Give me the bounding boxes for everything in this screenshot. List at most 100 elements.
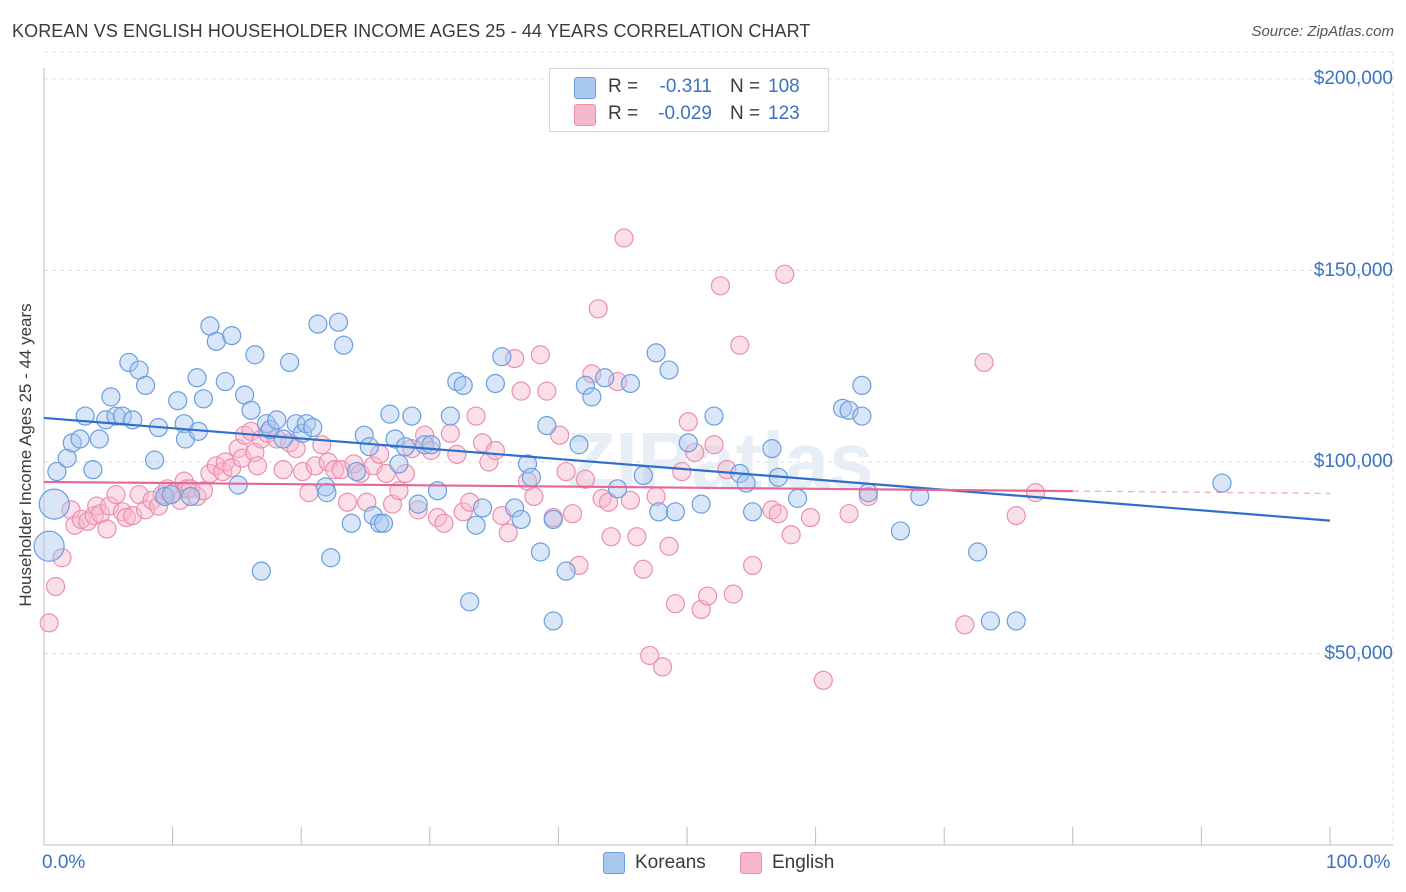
english-point (672, 461, 692, 482)
english-point (659, 536, 679, 556)
korean-point (83, 460, 103, 480)
korean-point (228, 475, 248, 495)
english-points (39, 228, 1046, 690)
english-point (498, 523, 518, 543)
korean-point (582, 387, 602, 407)
korean-point (607, 479, 628, 499)
korean-point (385, 429, 405, 449)
english-point (267, 429, 287, 449)
english-point (640, 645, 660, 666)
english-point (633, 559, 653, 579)
english-point (768, 504, 788, 524)
legend-swatch-english (740, 852, 762, 874)
english-point (395, 463, 415, 484)
korean-point (543, 509, 563, 530)
english-point (775, 264, 795, 284)
english-point (466, 406, 486, 426)
korean-points (33, 312, 1232, 631)
korean-point (38, 488, 70, 520)
legend-swatch-english (574, 104, 596, 126)
english-point (222, 458, 242, 478)
korean-point (890, 521, 911, 541)
english-point (562, 504, 583, 524)
legend-label-english: English (772, 852, 835, 873)
english-point (839, 504, 859, 524)
english-point (247, 456, 268, 476)
x-tick-label-max: 100.0% (1326, 852, 1391, 873)
korean-point (341, 513, 361, 533)
source-label: Source: ZipAtlas.com (1251, 23, 1394, 40)
english-point (730, 335, 750, 355)
korean-point (762, 438, 782, 459)
korean-point (363, 506, 383, 526)
korean-point (373, 513, 394, 533)
chart-title: KOREAN VS ENGLISH HOUSEHOLDER INCOME AGE… (12, 21, 811, 41)
korean-point (980, 611, 1001, 631)
korean-point (47, 461, 67, 482)
korean-point (316, 477, 336, 497)
korean-point (308, 314, 328, 334)
korean-point (346, 461, 367, 482)
korean-point (267, 410, 287, 430)
english-point (781, 525, 801, 545)
korean-point (303, 417, 323, 438)
english-point (598, 492, 619, 512)
korean-point (440, 406, 460, 426)
english-point (453, 502, 473, 522)
english-point (485, 440, 505, 461)
english-point (955, 615, 975, 635)
korean-point (57, 448, 77, 468)
english-point (61, 500, 81, 520)
korean-point (460, 592, 480, 612)
korean-point (665, 502, 686, 522)
english-point (52, 548, 72, 568)
watermark: ZIPatlas (567, 416, 874, 505)
english-point (556, 461, 576, 482)
english-point (575, 469, 596, 489)
korean-point (321, 548, 341, 568)
english-point (685, 442, 705, 463)
korean-point (453, 375, 473, 395)
english-point (434, 513, 454, 533)
korean-point (485, 373, 505, 394)
english-point (704, 435, 724, 455)
korean-point (521, 467, 541, 487)
english-point (723, 584, 743, 604)
english-point (697, 586, 718, 606)
english-point (620, 490, 641, 510)
korean-point (215, 371, 235, 392)
korean-point (328, 312, 349, 332)
english-point (325, 460, 345, 480)
english-trend-line (43, 480, 1073, 493)
korean-point (852, 406, 872, 426)
korean-point (187, 368, 207, 388)
y-tick-label: $100,000 (1313, 451, 1393, 472)
english-point (305, 456, 325, 476)
korean-point (70, 429, 90, 449)
english-point (800, 507, 821, 528)
korean-point (421, 435, 441, 455)
english-point (511, 381, 531, 401)
y-tick-label: $200,000 (1313, 68, 1393, 89)
english-point (537, 381, 557, 401)
korean-point (161, 484, 181, 505)
y-axis-label: Householder Income Ages 25 - 44 years (16, 303, 35, 607)
english-point (273, 460, 293, 480)
r-value: -0.311 (659, 76, 712, 97)
n-value: 108 (768, 76, 800, 97)
english-point (974, 352, 994, 373)
korean-point (144, 450, 165, 470)
legend-item-koreans[interactable]: Koreans (603, 852, 706, 874)
korean-point (787, 488, 808, 508)
korean-point (530, 542, 550, 562)
korean-point (575, 375, 596, 395)
legend-item-english[interactable]: English (740, 852, 834, 874)
korean-point (181, 486, 201, 507)
y-tick-label: $50,000 (1324, 642, 1393, 664)
korean-point (389, 454, 409, 474)
legend-swatch-koreans (574, 77, 596, 99)
korean-point (334, 335, 354, 355)
korean-point (1212, 473, 1232, 493)
english-point (627, 527, 647, 547)
korean-point (135, 375, 156, 395)
